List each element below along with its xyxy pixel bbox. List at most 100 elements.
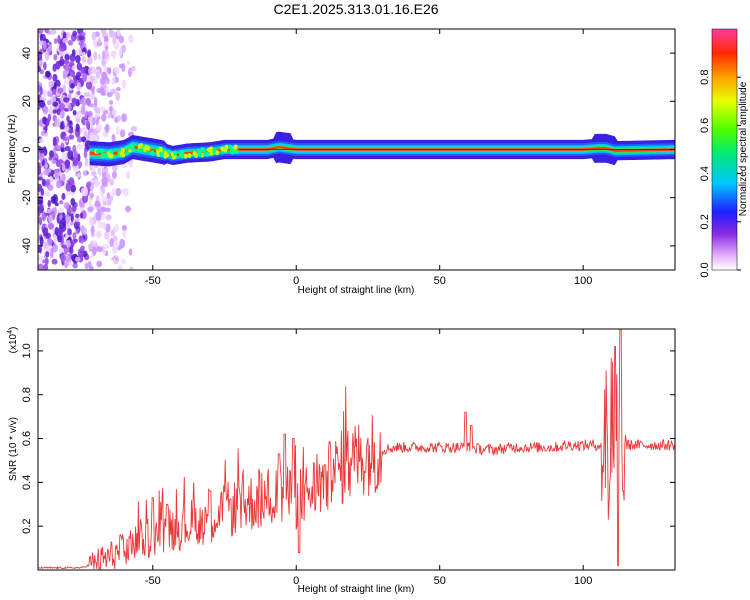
spectral-cell: [115, 86, 121, 92]
spectral-cell: [212, 148, 217, 154]
spectral-cell: [96, 246, 103, 252]
spectral-cell: [67, 231, 72, 236]
spectral-cell: [59, 43, 66, 52]
spectral-cell: [89, 93, 95, 100]
snr-x-label: Height of straight line (km): [298, 584, 415, 595]
spectral-cell: [75, 54, 81, 64]
spectral-cell: [59, 200, 64, 205]
spectral-cell: [47, 222, 54, 230]
spectral-cell: [122, 224, 127, 232]
spectral-cell: [128, 34, 134, 44]
spectral-cell: [76, 90, 81, 96]
spectral-cell: [39, 86, 43, 96]
spectral-cell: [63, 202, 70, 210]
spectral-cell: [94, 112, 100, 118]
spectral-cell: [56, 213, 60, 224]
spectral-cell: [76, 71, 82, 78]
spectral-cell: [80, 31, 86, 37]
spectral-cell: [44, 29, 50, 34]
spectral-cell: [180, 153, 185, 159]
spectral-cell: [68, 134, 75, 140]
spectral-cell: [38, 60, 43, 67]
colorbar-label: Normalized spectral amplitude: [738, 81, 749, 216]
spectral-cell: [74, 213, 80, 219]
spectral-cell: [61, 244, 68, 249]
spectral-cell: [55, 180, 62, 189]
colorbar-tick-label: 0.6: [699, 118, 711, 133]
spectral-cell: [45, 70, 51, 78]
spectral-cell: [109, 195, 114, 202]
snr-y-multiplier: (x104): [7, 327, 19, 354]
spectral-cell: [63, 96, 70, 103]
y-tick-label: 40: [21, 47, 33, 59]
spectral-cell: [112, 51, 116, 60]
spectral-cell: [98, 169, 102, 177]
spectral-cell: [114, 223, 119, 233]
spectral-cell: [60, 109, 65, 120]
spectral-cell: [50, 251, 54, 259]
spectral-cell: [92, 116, 96, 126]
y-tick-label: 1.0: [21, 343, 33, 358]
spectral-cell: [62, 74, 67, 79]
spectral-cell: [109, 100, 114, 105]
spectral-cell: [58, 233, 62, 243]
spectral-cell: [48, 214, 53, 224]
spectral-cell: [124, 205, 132, 213]
spectral-cell: [42, 116, 47, 125]
spectral-cell: [96, 230, 102, 239]
spectral-cell: [40, 153, 45, 160]
spectral-cell: [120, 258, 127, 264]
x-tick-label: 50: [434, 275, 446, 287]
spectral-cell: [71, 65, 76, 71]
spectral-cell: [58, 248, 63, 254]
spectral-cell: [47, 237, 53, 247]
spectral-cell: [91, 87, 95, 95]
spectral-cell: [38, 176, 43, 181]
spectral-cell: [96, 123, 103, 131]
spectral-cell: [88, 66, 93, 76]
spectrogram-panel: -50 0 50 100 -40 -20 0 20 40 Height of straight …: [7, 28, 676, 296]
spectral-cell: [40, 131, 45, 136]
spectral-cell: [93, 76, 98, 85]
spectral-cell: [105, 123, 110, 134]
spectral-cell: [83, 150, 88, 159]
spectral-cell: [220, 146, 225, 152]
spectral-cell: [87, 206, 94, 212]
spectral-cell: [48, 80, 55, 88]
spectral-cell: [126, 60, 131, 65]
spectral-cell: [53, 38, 58, 44]
spectral-cell: [97, 54, 102, 60]
spectral-cell: [83, 92, 90, 97]
x-tick-label: -50: [145, 275, 161, 287]
spectral-cell: [105, 223, 111, 233]
spectral-cell: [60, 254, 67, 263]
spectral-cell: [43, 61, 47, 71]
spectral-cell: [75, 117, 81, 123]
spectral-cell: [88, 265, 94, 270]
spectral-cell: [81, 97, 87, 107]
x-tick-label: 100: [574, 575, 592, 587]
spectral-cell: [117, 114, 121, 122]
spectral-cell: [68, 129, 74, 134]
spectral-cell: [71, 238, 76, 245]
spectral-cell: [156, 149, 161, 155]
spectral-cell: [99, 148, 104, 154]
spectral-cell: [105, 214, 112, 221]
spectral-cell: [67, 75, 73, 81]
spectrogram-y-label: Frequency (Hz): [7, 115, 18, 184]
spectral-cell: [103, 49, 109, 60]
spectral-cell: [41, 211, 47, 222]
x-tick-label: 100: [574, 275, 592, 287]
spectral-cell: [97, 37, 102, 45]
spectral-cell: [119, 238, 126, 249]
spectral-cell: [86, 181, 92, 187]
spectral-cell: [97, 221, 103, 229]
spectral-cell: [102, 153, 107, 159]
spectral-cell: [137, 143, 142, 149]
spectral-cell: [93, 179, 99, 188]
spectral-cell: [106, 238, 111, 244]
spectral-cell: [121, 163, 128, 169]
spectral-cell: [59, 213, 63, 220]
spectral-cell: [45, 178, 51, 187]
spectral-cell: [62, 136, 69, 142]
